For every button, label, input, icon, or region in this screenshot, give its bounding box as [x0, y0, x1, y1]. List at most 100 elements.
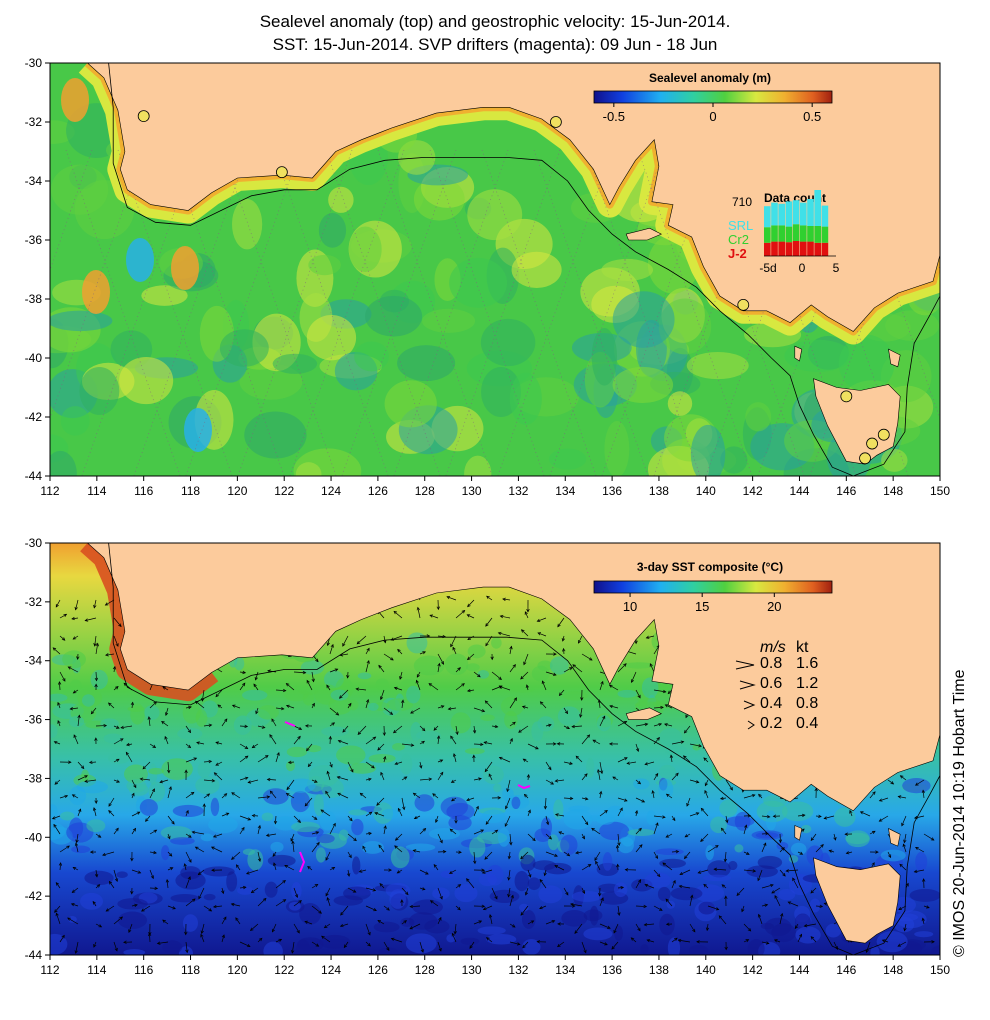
- velocity-arrow: [383, 653, 394, 661]
- velocity-arrow: [391, 938, 403, 943]
- velocity-arrow: [644, 884, 655, 889]
- sst-texture-blob: [267, 854, 296, 867]
- velocity-arrow: [467, 635, 475, 640]
- velocity-arrowhead: [696, 940, 700, 944]
- velocity-arrow: [671, 815, 676, 821]
- velocity-arrow: [520, 671, 529, 680]
- velocity-arrow: [508, 887, 511, 897]
- sst-texture-blob: [644, 872, 671, 889]
- velocity-arrow: [203, 793, 210, 799]
- velocity-arrow: [774, 939, 781, 943]
- velocity-arrowhead: [461, 610, 466, 614]
- velocity-arrow: [413, 849, 421, 853]
- velocity-arrowhead: [291, 840, 295, 844]
- sst-texture-blob: [755, 832, 779, 839]
- lon-tick-label: 132: [508, 484, 528, 498]
- velocity-arrow: [524, 611, 529, 619]
- velocity-arrow: [286, 779, 295, 790]
- lon-tick-label: 144: [789, 484, 809, 498]
- sst-texture-blob: [440, 796, 468, 818]
- velocity-arrow: [504, 815, 511, 827]
- velocity-legend-kt: 1.6: [796, 655, 818, 672]
- velocity-arrowhead: [667, 690, 672, 695]
- velocity-arrow: [377, 920, 385, 925]
- velocity-arrow: [221, 718, 228, 727]
- lon-tick-label: 116: [134, 963, 153, 977]
- velocity-arrowhead: [84, 779, 88, 783]
- velocity-arrow: [325, 791, 331, 799]
- velocity-arrow: [113, 666, 116, 673]
- velocity-arrow: [215, 689, 223, 697]
- velocity-arrowhead: [356, 640, 361, 645]
- velocity-arrow: [486, 595, 493, 601]
- velocity-arrow: [527, 810, 531, 817]
- velocity-arrow: [257, 938, 263, 943]
- velocity-arrowhead: [134, 903, 138, 908]
- velocity-arrow: [419, 761, 422, 769]
- velocity-arrowhead: [481, 904, 486, 908]
- velocity-arrow: [221, 793, 227, 799]
- velocity-arrow: [286, 793, 295, 799]
- velocity-arrowhead: [190, 791, 195, 796]
- velocity-arrowhead: [78, 808, 82, 813]
- velocity-arrowhead: [67, 917, 71, 921]
- velocity-arrowhead: [285, 683, 290, 687]
- velocity-arrowhead: [168, 786, 172, 790]
- velocity-arrow: [383, 756, 386, 763]
- sst-texture-blob: [182, 914, 199, 932]
- velocity-arrowhead: [509, 645, 513, 650]
- velocity-arrow: [257, 755, 269, 763]
- sst-texture-blob: [148, 781, 166, 802]
- velocity-arrowhead: [383, 755, 387, 760]
- velocity-arrowhead: [290, 838, 294, 842]
- velocity-arrowhead: [403, 920, 407, 924]
- velocity-arrowhead: [126, 742, 130, 747]
- velocity-arrowhead: [183, 863, 187, 867]
- lon-tick-label: 150: [930, 484, 950, 498]
- velocity-arrowhead: [617, 842, 621, 847]
- velocity-arrowhead: [469, 945, 473, 949]
- sst-texture-blob: [264, 881, 278, 898]
- king-island: [794, 345, 803, 362]
- velocity-arrow: [347, 815, 353, 821]
- sst-texture-blob: [613, 882, 628, 898]
- sla-blob: [79, 366, 120, 415]
- count-bar-srl: [814, 190, 821, 226]
- velocity-arrowhead: [466, 656, 471, 661]
- velocity-arrow: [646, 635, 655, 639]
- velocity-arrow: [157, 941, 169, 944]
- velocity-arrowhead: [436, 735, 441, 739]
- velocity-arrowhead: [604, 942, 608, 946]
- velocity-arrowhead: [570, 902, 574, 907]
- sst-colorbar-gradient: [593, 580, 833, 594]
- velocity-arrowhead: [230, 902, 235, 907]
- velocity-arrow: [653, 815, 666, 818]
- velocity-arrowhead: [724, 946, 728, 951]
- velocity-arrowhead: [334, 668, 339, 672]
- velocity-arrowhead: [164, 712, 169, 717]
- velocity-arrow: [581, 653, 593, 661]
- velocity-arrowhead: [291, 950, 295, 954]
- count-bar-srl: [778, 203, 785, 226]
- velocity-arrowhead: [428, 683, 433, 687]
- sst-texture-blob: [450, 712, 471, 734]
- velocity-arrowhead: [550, 781, 555, 785]
- velocity-arrowhead: [913, 869, 918, 874]
- velocity-arrow: [664, 723, 673, 727]
- sst-texture-blob: [80, 892, 104, 910]
- velocity-arrow: [288, 761, 295, 763]
- velocity-arrowhead: [623, 721, 628, 725]
- velocity-arrowhead: [212, 834, 217, 838]
- sst-texture-blob: [197, 761, 211, 778]
- velocity-arrowhead: [244, 755, 249, 759]
- velocity-arrowhead: [643, 923, 648, 927]
- velocity-arrowhead: [638, 827, 642, 832]
- velocity-arrowhead: [318, 910, 322, 914]
- velocity-arrow: [284, 865, 295, 871]
- velocity-arrowhead: [881, 939, 886, 943]
- velocity-arrow: [274, 815, 277, 824]
- velocity-arrowhead: [403, 776, 408, 780]
- velocity-arrowhead: [62, 678, 66, 682]
- velocity-arrowhead: [512, 721, 516, 726]
- velocity-arrowhead: [366, 660, 370, 664]
